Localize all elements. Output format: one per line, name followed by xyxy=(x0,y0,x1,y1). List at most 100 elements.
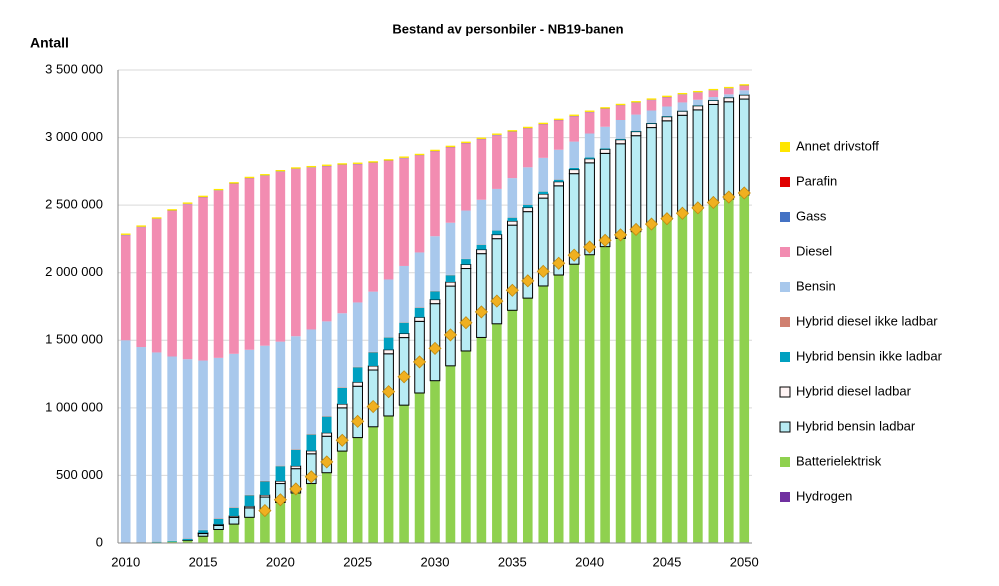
bar-segment xyxy=(367,365,379,371)
bar-segment xyxy=(630,135,642,233)
bar-segment xyxy=(631,231,641,543)
bar-segment xyxy=(275,341,286,466)
bar-segment xyxy=(399,265,409,323)
bar-segment xyxy=(260,345,270,481)
bar-segment xyxy=(229,183,239,354)
bar-segment xyxy=(445,147,456,223)
bar-segment xyxy=(167,210,177,357)
bar-segment xyxy=(430,236,440,292)
bar-segment xyxy=(399,322,409,334)
bar-segment xyxy=(476,244,487,250)
bar-segment xyxy=(399,156,409,158)
bar-segment xyxy=(229,524,239,543)
bar-segment xyxy=(151,352,162,542)
bar-segment xyxy=(383,279,394,338)
bar-segment xyxy=(662,97,672,107)
bar-segment xyxy=(476,337,487,543)
diamond-marker xyxy=(304,470,318,484)
bar-segment xyxy=(136,347,146,543)
bar-segment xyxy=(383,415,394,543)
bar-segment xyxy=(368,351,378,353)
bar-segment xyxy=(260,481,270,496)
bar-segment xyxy=(492,135,502,189)
y-tick-label: 0 xyxy=(96,534,103,549)
diamond-marker xyxy=(706,195,720,210)
bar-segment xyxy=(615,238,626,543)
bar-segment xyxy=(367,369,379,428)
bar-segment xyxy=(522,128,533,168)
x-tick-label: 2050 xyxy=(730,554,759,569)
legend-label: Annet drivstoff xyxy=(796,138,879,153)
bar-segment xyxy=(507,224,518,311)
bar-segment xyxy=(430,151,440,237)
bar-segment xyxy=(461,210,471,259)
bar-segment xyxy=(538,124,549,158)
bar-segment xyxy=(693,105,703,106)
bar-segment xyxy=(429,299,441,305)
legend-label: Hybrid bensin ikke ladbar xyxy=(796,348,943,363)
bar-segment xyxy=(491,238,503,325)
bar-segment xyxy=(337,387,348,405)
bar-segment xyxy=(646,123,657,129)
diamond-marker xyxy=(258,504,272,518)
bar-segment xyxy=(337,163,348,165)
bar-segment xyxy=(584,157,595,159)
bar-segment xyxy=(461,143,471,211)
bar-segment xyxy=(646,127,657,226)
bar-segment xyxy=(522,207,534,213)
bar-segment xyxy=(600,107,610,109)
diamond-marker xyxy=(737,186,751,200)
bar-segment xyxy=(120,235,131,341)
bar-segment xyxy=(569,116,579,142)
bar-segment xyxy=(167,540,177,542)
bar-segment xyxy=(167,209,177,211)
bar-segment xyxy=(569,114,579,116)
bar-segment xyxy=(553,275,564,543)
bar-segment xyxy=(692,109,704,210)
y-tick-label: 1 000 000 xyxy=(45,399,103,414)
bar-segment xyxy=(260,175,270,346)
bar-segment xyxy=(461,141,471,143)
bar-segment xyxy=(476,249,487,255)
diamond-marker xyxy=(412,355,427,369)
bar-segment xyxy=(368,162,378,292)
legend-label: Hybrid diesel ladbar xyxy=(796,383,912,398)
bar-segment xyxy=(151,219,162,353)
bar-segment xyxy=(738,98,750,196)
bar-segment xyxy=(708,103,719,204)
bar-segment xyxy=(615,103,626,106)
bar-segment xyxy=(368,426,378,543)
bar-segment xyxy=(398,333,410,339)
bar-segment xyxy=(662,106,672,116)
diamond-marker xyxy=(521,274,535,288)
bar-segment xyxy=(522,126,533,129)
legend-label: Diesel xyxy=(796,243,832,258)
bar-segment xyxy=(646,224,657,543)
bar-segment xyxy=(352,302,363,367)
bar-segment xyxy=(337,387,348,388)
legend-swatch xyxy=(780,457,790,467)
diamond-marker xyxy=(552,256,566,270)
bar-segment xyxy=(662,116,672,117)
bar-segment xyxy=(399,158,409,266)
bar-segment xyxy=(693,92,703,100)
bar-segment xyxy=(275,466,286,482)
bar-segment xyxy=(244,507,255,518)
bar-segment xyxy=(182,359,193,539)
bar-segment xyxy=(414,316,425,322)
bar-segment xyxy=(306,165,317,168)
bar-segment xyxy=(445,365,456,543)
bar-segment xyxy=(321,416,332,417)
diamond-marker xyxy=(490,294,504,308)
bar-segment xyxy=(522,298,533,543)
bar-segment xyxy=(492,133,502,135)
bar-segment xyxy=(291,449,301,466)
x-tick-label: 2040 xyxy=(575,554,604,569)
y-tick-label: 2 500 000 xyxy=(45,197,103,212)
bar-segment xyxy=(584,133,595,158)
diamond-marker xyxy=(722,190,736,204)
bar-segment xyxy=(229,182,239,184)
bar-segment xyxy=(693,99,703,106)
bar-segment xyxy=(739,85,750,91)
bar-segment xyxy=(197,532,209,535)
